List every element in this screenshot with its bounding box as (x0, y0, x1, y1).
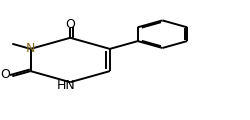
Text: O: O (0, 69, 10, 81)
Text: HN: HN (57, 79, 76, 92)
Text: O: O (65, 18, 75, 30)
Text: N: N (26, 42, 35, 55)
